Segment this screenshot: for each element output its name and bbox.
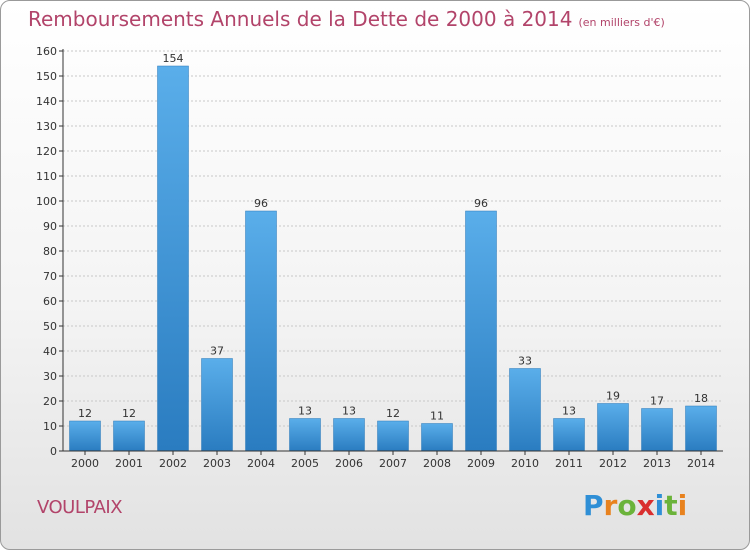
y-tick-label: 40: [43, 345, 57, 358]
bar-2011: [553, 418, 585, 452]
axes: [59, 49, 723, 455]
x-tick-label: 2012: [599, 457, 627, 470]
y-tick-label: 10: [43, 420, 57, 433]
bar-2002: [157, 65, 189, 452]
y-tick-label: 50: [43, 320, 57, 333]
bar-2010: [509, 368, 541, 452]
x-tick-label: 2005: [291, 457, 319, 470]
y-tick-label: 160: [36, 45, 57, 58]
y-tick-label: 100: [36, 195, 57, 208]
y-tick-label: 20: [43, 395, 57, 408]
x-tick-label: 2010: [511, 457, 539, 470]
bar-2008: [421, 423, 453, 452]
x-tick-label: 2002: [159, 457, 187, 470]
logo-letter: i: [677, 489, 688, 522]
data-label: 13: [562, 405, 576, 418]
y-tick-label: 30: [43, 370, 57, 383]
x-tick-label: 2004: [247, 457, 275, 470]
data-label: 33: [518, 355, 532, 368]
chart-title: Remboursements Annuels de la Dette de 20…: [28, 7, 665, 31]
data-label: 13: [298, 405, 312, 418]
x-tick-label: 2014: [687, 457, 715, 470]
bar-2000: [69, 420, 101, 452]
bar-2014: [685, 405, 717, 452]
y-tick-label: 130: [36, 120, 57, 133]
bar-2006: [333, 418, 365, 452]
bar-2009: [465, 210, 497, 452]
data-label: 37: [210, 345, 224, 358]
data-label: 19: [606, 390, 620, 403]
data-label: 12: [386, 407, 400, 420]
data-label: 18: [694, 392, 708, 405]
bar-2012: [597, 403, 629, 452]
x-tick-label: 2007: [379, 457, 407, 470]
x-tick-label: 2006: [335, 457, 363, 470]
y-tick-label: 140: [36, 95, 57, 108]
x-tick-label: 2008: [423, 457, 451, 470]
labels: 0 10 20 30 40 50 60 70 80 90 100 110 120 130 140 150 160…: [36, 45, 715, 470]
chart-unit: (en milliers d'€): [578, 16, 665, 29]
data-label: 17: [650, 395, 664, 408]
bar-2005: [289, 418, 321, 452]
bar-2003: [201, 358, 233, 452]
y-tick-label: 60: [43, 295, 57, 308]
logo-letter: x: [636, 489, 655, 522]
data-label: 12: [78, 407, 92, 420]
y-tick-label: 110: [36, 170, 57, 183]
bar-2007: [377, 420, 409, 452]
logo-letter: t: [664, 489, 678, 522]
data-label: 11: [430, 410, 444, 423]
proxiti-logo: Proxiti: [583, 489, 687, 522]
data-label: 96: [254, 197, 268, 210]
commune-name: VOULPAIX: [37, 497, 123, 518]
x-tick-label: 2009: [467, 457, 495, 470]
bar-2013: [641, 408, 673, 452]
x-tick-label: 2000: [71, 457, 99, 470]
y-tick-label: 90: [43, 220, 57, 233]
y-tick-label: 70: [43, 270, 57, 283]
chart-title-text: Remboursements Annuels de la Dette de 20…: [28, 7, 573, 31]
logo-letter: r: [603, 489, 618, 522]
x-tick-label: 2011: [555, 457, 583, 470]
x-tick-label: 2001: [115, 457, 143, 470]
y-tick-label: 0: [50, 445, 57, 458]
x-tick-label: 2013: [643, 457, 671, 470]
data-label: 96: [474, 197, 488, 210]
data-label: 13: [342, 405, 356, 418]
data-label: 12: [122, 407, 136, 420]
logo-letter: i: [654, 489, 665, 522]
logo-letter: P: [583, 489, 604, 522]
y-tick-label: 80: [43, 245, 57, 258]
data-label: 154: [163, 52, 184, 65]
bar-2004: [245, 210, 277, 452]
logo-letter: o: [617, 489, 637, 522]
bar-2001: [113, 420, 145, 452]
y-tick-label: 120: [36, 145, 57, 158]
y-tick-label: 150: [36, 70, 57, 83]
x-tick-label: 2003: [203, 457, 231, 470]
